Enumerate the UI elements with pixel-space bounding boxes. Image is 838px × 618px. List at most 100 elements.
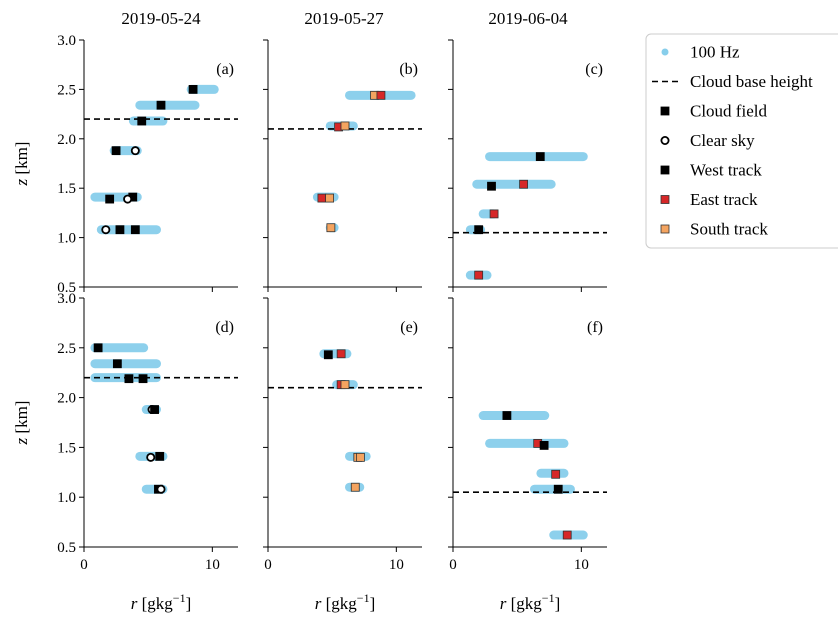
legend-marker bbox=[660, 224, 670, 234]
south-point bbox=[350, 482, 360, 492]
hz-band bbox=[472, 179, 556, 189]
y-tick-label: 0.5 bbox=[57, 540, 76, 556]
column-title-2: 2019-05-27 bbox=[304, 9, 384, 28]
y-tick-label: 2.0 bbox=[57, 391, 76, 407]
legend-marker bbox=[661, 48, 669, 56]
panel-b: (b) bbox=[263, 39, 422, 292]
x-tick-label: 10 bbox=[574, 557, 589, 573]
x-tick-label: 10 bbox=[205, 557, 220, 573]
y-axis-labels: z [km] z [km] bbox=[12, 142, 31, 446]
y-tick-label: 2.0 bbox=[57, 132, 76, 148]
panel-f: 0 10 (f) bbox=[448, 297, 607, 573]
legend-entry: Cloud field bbox=[660, 102, 767, 121]
y-tick-label: 1.0 bbox=[57, 231, 76, 247]
legend-label: Clear sky bbox=[690, 131, 755, 150]
y-tick-label: 1.5 bbox=[57, 440, 76, 456]
cloud-point bbox=[150, 405, 159, 414]
hz-band bbox=[485, 438, 569, 448]
x-tick-label: 0 bbox=[80, 557, 88, 573]
south-point bbox=[340, 380, 350, 390]
hz-band bbox=[96, 225, 161, 235]
legend-label: Cloud field bbox=[690, 102, 767, 121]
legend: 100 Hz Cloud base height Cloud field Clear … bbox=[645, 33, 838, 249]
legend-marker bbox=[660, 135, 670, 145]
clear-sky-point bbox=[123, 194, 133, 204]
cloud-point bbox=[188, 85, 198, 94]
legend-label: East track bbox=[690, 190, 758, 209]
x-axis-label: r [gkg−1] bbox=[131, 591, 192, 613]
west-point bbox=[539, 441, 549, 450]
legend-label: Cloud base height bbox=[690, 72, 813, 91]
panel-label: (b) bbox=[399, 61, 418, 78]
legend-entry: East track bbox=[660, 190, 758, 209]
cloud-point bbox=[93, 343, 103, 353]
panel-label: (c) bbox=[585, 61, 603, 78]
cloud-point bbox=[138, 374, 148, 384]
x-tick-label: 0 bbox=[264, 557, 272, 573]
hz-band bbox=[90, 343, 149, 353]
south-point bbox=[326, 223, 336, 233]
hz-band bbox=[90, 359, 161, 369]
legend-entry: South track bbox=[660, 220, 768, 239]
x-axis-label: r [gkg−1] bbox=[500, 591, 561, 613]
east-point bbox=[336, 349, 346, 359]
legend-label: South track bbox=[690, 220, 768, 239]
x-tick-label: 10 bbox=[389, 557, 404, 573]
east-point bbox=[519, 179, 528, 189]
column-titles: 2019-05-24 2019-05-27 2019-06-04 bbox=[121, 9, 568, 28]
panel-label: (d) bbox=[215, 319, 234, 336]
y-tick-label: 2.5 bbox=[57, 82, 76, 98]
panel-e: 0 10 (e) bbox=[263, 297, 422, 573]
east-point bbox=[474, 270, 484, 280]
cloud-point bbox=[124, 374, 134, 384]
y-tick-label: 3.0 bbox=[57, 33, 76, 49]
south-point bbox=[325, 193, 335, 203]
panel-label: (a) bbox=[216, 61, 234, 78]
west-point bbox=[474, 225, 484, 235]
hz-band bbox=[128, 116, 168, 126]
legend-marker bbox=[660, 195, 670, 204]
panel-label: (f) bbox=[587, 319, 603, 336]
legend-entry: Clear sky bbox=[660, 131, 755, 150]
legend-entry: West track bbox=[660, 161, 762, 180]
hz-band bbox=[478, 411, 550, 421]
cloud-point bbox=[155, 451, 165, 461]
x-tick-label: 0 bbox=[449, 557, 457, 573]
column-title-1: 2019-05-24 bbox=[121, 9, 201, 28]
cloud-point bbox=[115, 225, 125, 235]
column-title-3: 2019-06-04 bbox=[488, 9, 568, 28]
y-tick-label: 2.5 bbox=[57, 341, 76, 357]
panel-a: 0.5 1.0 1.5 2.0 2.5 3.0 (a) bbox=[57, 33, 238, 296]
clear-sky-point bbox=[156, 484, 166, 494]
y-axis-label: z [km] bbox=[12, 142, 31, 187]
legend-entry: Cloud base height bbox=[652, 72, 813, 91]
x-axis-label: r [gkg−1] bbox=[315, 591, 376, 613]
clear-sky-point bbox=[101, 225, 111, 235]
y-tick-label: 3.0 bbox=[57, 291, 76, 307]
cloud-point bbox=[156, 100, 166, 110]
cloud-point bbox=[111, 146, 121, 156]
west-point bbox=[323, 350, 333, 360]
east-point bbox=[562, 530, 572, 540]
cloud-point bbox=[130, 225, 140, 235]
y-axis-label: z [km] bbox=[12, 401, 31, 446]
cloud-point bbox=[105, 194, 115, 204]
east-point bbox=[489, 209, 499, 219]
clear-sky-point bbox=[130, 146, 140, 156]
east-point bbox=[317, 193, 327, 203]
legend-label: West track bbox=[690, 161, 762, 180]
west-point bbox=[553, 484, 563, 494]
panel-c: (c) bbox=[448, 39, 607, 292]
cloud-point bbox=[112, 359, 122, 369]
legend-frame bbox=[645, 33, 838, 249]
east-point bbox=[551, 469, 561, 479]
y-tick-label: 1.0 bbox=[57, 490, 76, 506]
panel-d: 0.5 1.0 1.5 2.0 2.5 3.0 0 10 (d) bbox=[57, 291, 238, 573]
west-point bbox=[502, 411, 512, 420]
panels: 0.5 1.0 1.5 2.0 2.5 3.0 (a) (b) (c) 0.5 1.0 1.5 2.0 2… bbox=[57, 33, 607, 573]
legend-marker bbox=[660, 165, 670, 175]
legend-entry: 100 Hz bbox=[661, 43, 740, 62]
y-tick-label: 0.5 bbox=[57, 280, 76, 296]
clear-sky-point bbox=[146, 452, 156, 462]
